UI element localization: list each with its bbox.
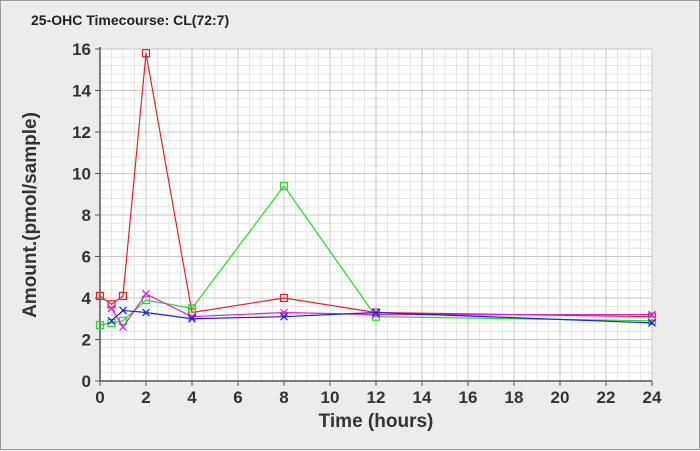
data-point — [372, 308, 380, 317]
x-axis-label: Time (hours) — [319, 411, 434, 432]
data-point — [95, 291, 105, 301]
x-tick-label: 2 — [141, 388, 150, 407]
series-4 — [107, 306, 656, 327]
data-point — [118, 291, 128, 301]
data-point — [107, 316, 116, 325]
data-point — [280, 312, 288, 321]
data-point — [107, 304, 116, 313]
data-point — [279, 293, 289, 303]
grid — [99, 48, 653, 382]
data-point — [647, 316, 657, 325]
x-tick-label: 14 — [413, 388, 432, 407]
data-point — [648, 310, 656, 319]
x-tick-label: 16 — [459, 388, 478, 407]
y-axis-label: Amount.(pmol/sample) — [20, 112, 41, 318]
series-3 — [107, 289, 656, 332]
data-point — [648, 318, 656, 327]
data-point — [119, 323, 127, 332]
y-tick-label: 16 — [72, 40, 91, 59]
data-point — [279, 181, 289, 191]
x-tick-label: 4 — [187, 388, 197, 407]
y-tick-label: 0 — [82, 372, 91, 391]
y-tick-label: 10 — [72, 165, 91, 184]
x-tick-label: 18 — [505, 388, 524, 407]
x-tick-label: 12 — [367, 388, 386, 407]
x-tick-label: 22 — [597, 388, 616, 407]
data-point — [142, 308, 150, 317]
x-tick-label: 20 — [551, 388, 570, 407]
series-1 — [95, 49, 657, 321]
x-tick-label: 6 — [233, 388, 242, 407]
y-tick-label: 2 — [82, 331, 91, 350]
data-point — [188, 314, 196, 323]
data-point — [647, 312, 657, 321]
y-tick-label: 6 — [82, 248, 91, 267]
data-point — [107, 318, 116, 327]
data-point — [187, 304, 197, 313]
data-point — [119, 306, 127, 315]
series-line — [99, 53, 653, 318]
x-tick-label: 24 — [643, 388, 662, 407]
y-tick-label: 4 — [82, 289, 92, 308]
chart-title: 25-OHC Timecourse: CL(72:7) — [31, 12, 230, 28]
x-tick-label: 10 — [321, 388, 340, 407]
x-tick-label: 8 — [279, 388, 288, 407]
data-point — [95, 320, 105, 330]
data-point — [141, 295, 151, 305]
y-tick-label: 14 — [72, 82, 91, 101]
data-point — [141, 49, 151, 58]
y-tick-label: 12 — [72, 123, 91, 142]
data-point — [142, 289, 150, 298]
y-tick-label: 8 — [82, 206, 91, 225]
x-tick-label: 0 — [95, 388, 104, 407]
